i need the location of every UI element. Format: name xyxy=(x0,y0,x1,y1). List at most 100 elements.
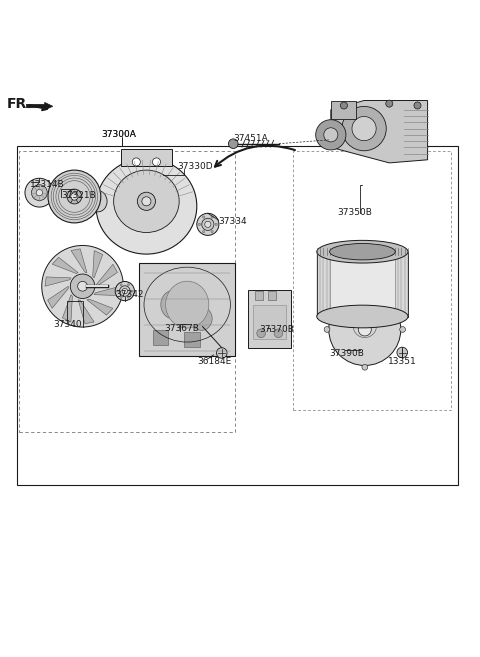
Circle shape xyxy=(369,311,377,320)
Polygon shape xyxy=(331,101,428,163)
Circle shape xyxy=(128,284,130,286)
Circle shape xyxy=(197,214,219,235)
Circle shape xyxy=(329,294,401,365)
Circle shape xyxy=(78,281,87,291)
Text: 37321B: 37321B xyxy=(61,191,96,200)
Ellipse shape xyxy=(96,158,197,254)
Circle shape xyxy=(400,327,406,332)
Circle shape xyxy=(203,216,205,218)
Ellipse shape xyxy=(89,191,107,212)
Circle shape xyxy=(274,329,283,338)
Bar xyxy=(17,146,458,484)
Polygon shape xyxy=(93,250,103,278)
Circle shape xyxy=(362,365,368,370)
Circle shape xyxy=(216,348,227,358)
Circle shape xyxy=(25,178,54,207)
Text: 37451A: 37451A xyxy=(233,134,267,143)
Bar xyxy=(139,263,235,356)
Text: 37370B: 37370B xyxy=(259,325,294,334)
Text: 36184E: 36184E xyxy=(198,357,232,366)
Circle shape xyxy=(36,189,43,196)
Circle shape xyxy=(215,223,217,225)
Polygon shape xyxy=(96,264,118,286)
Bar xyxy=(253,304,286,339)
Bar xyxy=(121,148,172,166)
Circle shape xyxy=(71,193,78,200)
Bar xyxy=(248,290,291,348)
Ellipse shape xyxy=(317,305,408,328)
Bar xyxy=(293,151,451,410)
Text: 37300A: 37300A xyxy=(101,130,136,139)
Polygon shape xyxy=(71,249,87,273)
Ellipse shape xyxy=(191,307,212,330)
Circle shape xyxy=(340,102,348,109)
Polygon shape xyxy=(62,294,72,322)
Text: 37367B: 37367B xyxy=(164,324,199,333)
Ellipse shape xyxy=(114,170,179,233)
Text: 37334: 37334 xyxy=(218,217,247,227)
Circle shape xyxy=(70,274,95,298)
Circle shape xyxy=(358,323,372,336)
Bar xyxy=(330,252,395,317)
Circle shape xyxy=(342,106,386,150)
Circle shape xyxy=(316,120,346,150)
Circle shape xyxy=(211,231,213,233)
Circle shape xyxy=(117,290,119,292)
Circle shape xyxy=(67,189,82,204)
Polygon shape xyxy=(48,286,69,308)
Bar xyxy=(255,291,264,300)
Circle shape xyxy=(362,289,368,294)
Text: 37300A: 37300A xyxy=(101,130,136,139)
Circle shape xyxy=(202,218,214,231)
Circle shape xyxy=(128,296,130,298)
Bar xyxy=(331,101,356,119)
Circle shape xyxy=(42,246,123,327)
Circle shape xyxy=(120,284,122,286)
Circle shape xyxy=(397,347,408,358)
Text: 37350B: 37350B xyxy=(337,208,372,217)
Polygon shape xyxy=(94,286,120,296)
Text: 37342: 37342 xyxy=(115,290,144,300)
Circle shape xyxy=(31,185,47,200)
Bar xyxy=(19,151,235,432)
Polygon shape xyxy=(87,299,113,315)
Bar xyxy=(317,252,408,317)
Ellipse shape xyxy=(166,281,209,328)
Circle shape xyxy=(257,329,265,338)
Circle shape xyxy=(153,158,160,166)
Circle shape xyxy=(352,116,376,141)
Circle shape xyxy=(132,158,140,166)
Circle shape xyxy=(211,216,213,218)
Circle shape xyxy=(414,102,421,109)
Circle shape xyxy=(198,223,201,225)
Text: 12314B: 12314B xyxy=(30,180,64,189)
Circle shape xyxy=(137,193,156,210)
Bar xyxy=(268,291,276,300)
Text: 13351: 13351 xyxy=(388,357,417,366)
Circle shape xyxy=(324,127,338,142)
Circle shape xyxy=(203,231,205,233)
Polygon shape xyxy=(26,102,53,110)
Text: 37340: 37340 xyxy=(54,320,83,329)
Text: FR.: FR. xyxy=(7,97,33,111)
Circle shape xyxy=(205,221,211,227)
Ellipse shape xyxy=(317,240,408,263)
Ellipse shape xyxy=(330,244,395,260)
Polygon shape xyxy=(52,258,78,273)
Circle shape xyxy=(142,196,151,206)
Circle shape xyxy=(386,100,393,107)
Bar xyxy=(184,332,200,347)
Circle shape xyxy=(120,286,130,296)
Polygon shape xyxy=(78,300,94,324)
Bar xyxy=(153,330,168,345)
Circle shape xyxy=(131,290,133,292)
Circle shape xyxy=(228,139,238,148)
Text: 37330D: 37330D xyxy=(178,162,213,171)
Circle shape xyxy=(120,296,122,298)
Text: 37390B: 37390B xyxy=(329,350,364,359)
Polygon shape xyxy=(45,277,71,286)
Circle shape xyxy=(324,327,330,332)
Circle shape xyxy=(122,288,128,294)
Ellipse shape xyxy=(161,290,185,319)
Circle shape xyxy=(48,170,101,223)
